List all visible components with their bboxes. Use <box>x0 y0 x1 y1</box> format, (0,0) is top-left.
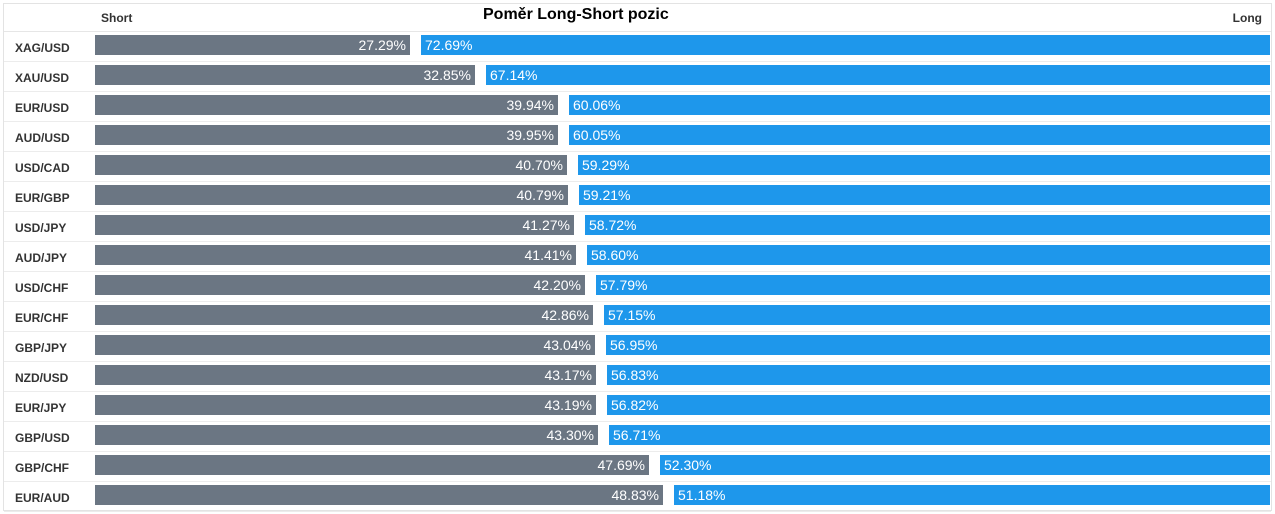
instrument-symbol: USD/JPY <box>15 221 67 235</box>
long-bar: 72.69% <box>421 35 1270 55</box>
long-bar: 57.79% <box>596 275 1270 295</box>
long-column-header: Long <box>1232 11 1262 25</box>
long-bar: 59.21% <box>579 185 1270 205</box>
table-row: XAU/USD 32.85% 67.14% <box>4 62 1271 92</box>
instrument-symbol: AUD/JPY <box>15 251 68 265</box>
instrument-symbol: EUR/GBP <box>15 191 70 205</box>
long-bar: 58.60% <box>587 245 1270 265</box>
long-bar: 56.71% <box>609 425 1270 445</box>
instrument-symbol: EUR/CHF <box>15 311 69 325</box>
instrument-symbol: USD/CHF <box>15 281 69 295</box>
long-bar: 60.06% <box>569 95 1270 115</box>
instrument-symbol: GBP/USD <box>15 431 70 445</box>
short-bar: 42.86% <box>95 305 593 325</box>
long-bar: 52.30% <box>660 455 1270 475</box>
short-bar: 40.79% <box>95 185 568 205</box>
table-row: EUR/AUD 48.83% 51.18% <box>4 482 1271 512</box>
table-row: EUR/GBP 40.79% 59.21% <box>4 182 1271 212</box>
long-bar: 51.18% <box>674 485 1270 505</box>
instrument-symbol: EUR/USD <box>15 101 70 115</box>
short-bar: 41.41% <box>95 245 576 265</box>
table-row: USD/CHF 42.20% 57.79% <box>4 272 1271 302</box>
table-row: AUD/USD 39.95% 60.05% <box>4 122 1271 152</box>
short-bar: 47.69% <box>95 455 649 475</box>
instrument-symbol: XAG/USD <box>15 41 70 55</box>
table-row: EUR/CHF 42.86% 57.15% <box>4 302 1271 332</box>
instrument-symbol: AUD/USD <box>15 131 70 145</box>
long-bar: 60.05% <box>569 125 1270 145</box>
long-bar: 67.14% <box>486 65 1270 85</box>
short-bar: 42.20% <box>95 275 585 295</box>
table-row: GBP/JPY 43.04% 56.95% <box>4 332 1271 362</box>
table-row: XAG/USD 27.29% 72.69% <box>4 32 1271 62</box>
short-bar: 40.70% <box>95 155 567 175</box>
short-column-header: Short <box>101 11 133 25</box>
table-row: GBP/CHF 47.69% 52.30% <box>4 452 1271 482</box>
chart-title: Poměr Long-Short pozic <box>483 6 669 23</box>
short-bar: 43.19% <box>95 395 596 415</box>
long-bar: 56.83% <box>607 365 1270 385</box>
table-row: USD/JPY 41.27% 58.72% <box>4 212 1271 242</box>
chart-frame <box>3 3 1272 511</box>
instrument-symbol: NZD/USD <box>15 371 69 385</box>
short-bar: 48.83% <box>95 485 663 505</box>
instrument-symbol: USD/CAD <box>15 161 70 175</box>
short-bar: 43.04% <box>95 335 595 355</box>
table-row: EUR/JPY 43.19% 56.82% <box>4 392 1271 422</box>
short-bar: 43.17% <box>95 365 596 385</box>
long-bar: 57.15% <box>604 305 1270 325</box>
instrument-symbol: XAU/USD <box>15 71 70 85</box>
long-bar: 58.72% <box>585 215 1270 235</box>
table-row: EUR/USD 39.94% 60.06% <box>4 92 1271 122</box>
instrument-symbol: GBP/JPY <box>15 341 68 355</box>
table-row: AUD/JPY 41.41% 58.60% <box>4 242 1271 272</box>
table-row: USD/CAD 40.70% 59.29% <box>4 152 1271 182</box>
short-bar: 27.29% <box>95 35 410 55</box>
table-row: GBP/USD 43.30% 56.71% <box>4 422 1271 452</box>
short-bar: 39.94% <box>95 95 558 115</box>
short-bar: 41.27% <box>95 215 574 235</box>
short-bar: 43.30% <box>95 425 598 445</box>
header-divider <box>4 31 1271 32</box>
instrument-symbol: EUR/JPY <box>15 401 67 415</box>
instrument-symbol: EUR/AUD <box>15 491 70 505</box>
instrument-symbol: GBP/CHF <box>15 461 69 475</box>
short-bar: 32.85% <box>95 65 475 85</box>
table-row: NZD/USD 43.17% 56.83% <box>4 362 1271 392</box>
short-bar: 39.95% <box>95 125 558 145</box>
long-bar: 59.29% <box>578 155 1270 175</box>
long-bar: 56.82% <box>607 395 1270 415</box>
long-bar: 56.95% <box>606 335 1270 355</box>
